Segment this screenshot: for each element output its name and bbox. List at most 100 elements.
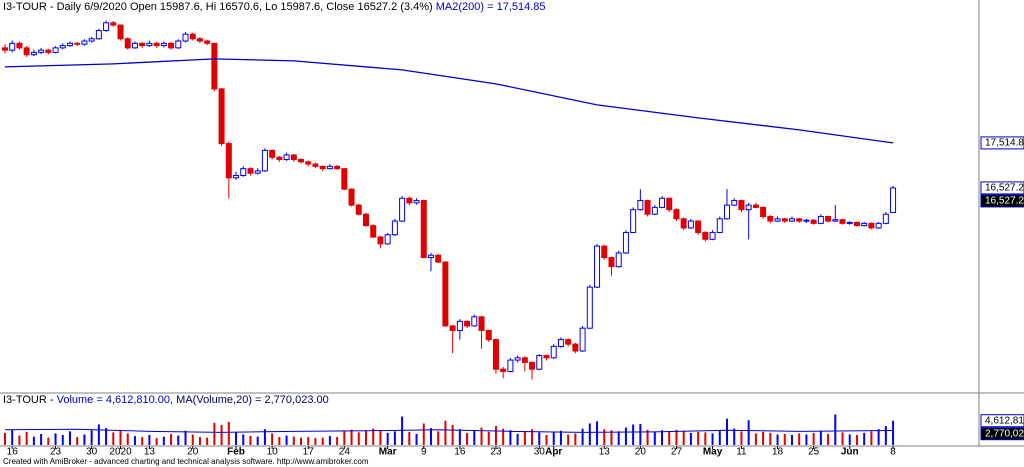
- volume-bar: [68, 431, 71, 445]
- volume-bar: [509, 430, 512, 445]
- candle-body: [464, 320, 471, 327]
- volume-bar: [617, 431, 620, 445]
- candle-body: [760, 206, 767, 218]
- candle-body: [557, 339, 564, 347]
- axis-value-box: [980, 194, 1024, 208]
- volume-header-name: I3-TOUR -: [3, 394, 54, 406]
- candle-body: [427, 254, 434, 259]
- x-tick-label: 23: [50, 447, 62, 458]
- volume-bar: [451, 425, 454, 445]
- volume-bar: [343, 431, 346, 445]
- candle-body: [529, 361, 536, 370]
- volume-bar: [40, 433, 43, 445]
- volume-bar: [379, 430, 382, 445]
- candle-body: [543, 355, 550, 359]
- candle-body: [435, 254, 442, 263]
- x-tick-label: 27: [671, 447, 683, 458]
- candle-body: [168, 42, 175, 49]
- volume-bar: [386, 432, 389, 445]
- candle-body: [247, 168, 254, 174]
- volume-bar: [213, 422, 216, 445]
- candle-body: [74, 42, 81, 45]
- candle-body: [355, 204, 362, 215]
- volume-bar: [653, 431, 656, 445]
- candle-body: [832, 219, 839, 222]
- candle-body: [550, 345, 557, 359]
- candle-body: [853, 221, 860, 227]
- candle-body: [514, 357, 521, 361]
- volume-bar: [624, 427, 627, 445]
- volume-bar: [170, 433, 173, 445]
- volume-bar: [444, 420, 447, 445]
- volume-bar: [271, 433, 274, 445]
- volume-bar: [502, 428, 505, 445]
- volume-bar: [18, 435, 21, 445]
- volume-bar: [177, 435, 180, 445]
- volume-bar: [523, 431, 526, 445]
- volume-bar: [516, 433, 519, 445]
- volume-bar: [105, 428, 108, 445]
- volume-bar: [292, 436, 295, 445]
- volume-bar: [538, 432, 541, 445]
- candle-body: [160, 42, 167, 47]
- candle-body: [803, 219, 810, 222]
- candle-body: [254, 170, 261, 174]
- volume-bar: [754, 433, 757, 445]
- candle-body: [182, 33, 189, 42]
- candle-body: [622, 231, 629, 254]
- volume-bar: [487, 431, 490, 445]
- volume-bar: [126, 433, 129, 445]
- candle-body: [334, 165, 341, 170]
- volume-bar: [25, 431, 28, 445]
- candle-body: [225, 143, 232, 179]
- volume-bar: [32, 436, 35, 445]
- candle-body: [702, 231, 709, 240]
- volume-bar: [437, 431, 440, 445]
- candle-body: [110, 22, 117, 26]
- x-tick-label: Mar: [379, 447, 397, 458]
- volume-bar: [249, 436, 252, 445]
- candle-body: [875, 222, 882, 229]
- volume-bar: [610, 430, 613, 445]
- volume-bar: [458, 429, 461, 445]
- volume-bar: [581, 428, 584, 445]
- volume-bar: [119, 429, 122, 445]
- x-tick-label: 25: [808, 447, 820, 458]
- volume-bar: [97, 424, 100, 445]
- volume-bar: [559, 430, 562, 445]
- axis-value-label: 2,770,023: [985, 428, 1024, 439]
- ma200-line: [4, 58, 894, 144]
- candle-body: [500, 368, 507, 372]
- candle-body: [485, 329, 492, 341]
- volume-bar: [314, 438, 317, 445]
- candle-body: [687, 220, 694, 229]
- candle-body: [384, 234, 391, 245]
- volume-bar: [892, 420, 895, 445]
- volume-bar: [588, 423, 591, 445]
- volume-bar: [357, 432, 360, 445]
- candle-body: [796, 218, 803, 222]
- candle-body: [290, 154, 297, 161]
- volume-bar: [328, 436, 331, 445]
- volume-bar: [61, 435, 64, 445]
- x-tick-label: 9: [421, 447, 427, 458]
- candle-body: [240, 168, 247, 176]
- candle-body: [413, 200, 420, 204]
- candle-body: [709, 231, 716, 240]
- x-tick-label: Feb: [227, 447, 245, 458]
- volume-bar: [220, 425, 223, 445]
- volume-bar: [819, 431, 822, 445]
- candle-body: [103, 22, 110, 32]
- candle-body: [117, 24, 124, 40]
- volume-bar: [133, 436, 136, 445]
- volume-bar: [733, 428, 736, 445]
- volume-bar: [11, 429, 14, 445]
- x-tick-label: 23: [490, 447, 502, 458]
- candle-body: [146, 42, 153, 47]
- candle-body: [695, 220, 702, 233]
- volume-bar: [422, 423, 425, 445]
- x-tick-label: 10: [267, 447, 279, 458]
- volume-bar: [429, 428, 432, 445]
- volume-bar: [877, 429, 880, 445]
